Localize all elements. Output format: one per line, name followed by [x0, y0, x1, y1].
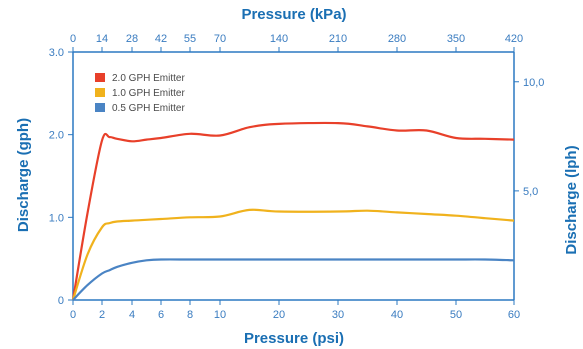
y-tick-label: 2.0	[49, 130, 64, 142]
y-tick-label: 3.0	[49, 47, 64, 59]
x-tick-label: 50	[450, 309, 462, 321]
x-top-tick-label: 140	[270, 33, 288, 45]
plot-frame	[72, 51, 515, 301]
x-top-tick-label: 55	[184, 33, 196, 45]
x-tick-label: 4	[129, 309, 135, 321]
x-tick-label: 10	[214, 309, 226, 321]
x-top-tick-label: 420	[505, 33, 523, 45]
x-tick-label: 30	[332, 309, 344, 321]
x-tick-label: 2	[99, 309, 105, 321]
y-right-tick-label: 5,0	[523, 186, 538, 198]
y-right-tick-label: 10,0	[523, 77, 544, 89]
legend-label: 0.5 GPH Emitter	[112, 103, 185, 114]
x-tick-label: 20	[273, 309, 285, 321]
y-tick-label: 0	[58, 295, 64, 307]
x-tick-label: 0	[70, 309, 76, 321]
legend: 2.0 GPH Emitter 1.0 GPH Emitter 0.5 GPH Em…	[95, 73, 185, 114]
x-axis-title-top: Pressure (kPa)	[241, 6, 346, 23]
y-tick-label: 1.0	[49, 212, 64, 224]
series-line-2-0-gph-emitter	[71, 121, 515, 301]
x-tick-label: 40	[391, 309, 403, 321]
legend-label: 2.0 GPH Emitter	[112, 73, 185, 84]
x-top-tick-label: 280	[388, 33, 406, 45]
x-axis-top: 0 14 28 42 55 70 140 210 280 350 420	[70, 33, 523, 52]
x-axis-bottom: 0 2 4 6 8 10 20 30 40 50 60	[70, 300, 520, 321]
legend-swatch	[95, 88, 105, 97]
x-top-tick-label: 14	[96, 33, 108, 45]
x-tick-label: 60	[508, 309, 520, 321]
x-axis-title-bottom: Pressure (psi)	[244, 330, 344, 347]
x-top-tick-label: 70	[214, 33, 226, 45]
series-line-1-0-gph-emitter	[71, 208, 515, 301]
x-top-tick-label: 28	[126, 33, 138, 45]
y-axis-title-left: Discharge (gph)	[15, 118, 32, 232]
x-tick-label: 8	[187, 309, 193, 321]
y-axis-right: 5,0 10,0	[514, 77, 544, 198]
series-line-0-5-gph-emitter	[72, 258, 515, 301]
y-axis-title-right: Discharge (lph)	[563, 145, 580, 254]
y-axis-left: 0 1.0 2.0 3.0	[49, 47, 73, 307]
series-lines	[71, 121, 515, 301]
x-top-tick-label: 0	[70, 33, 76, 45]
legend-label: 1.0 GPH Emitter	[112, 88, 185, 99]
x-tick-label: 6	[158, 309, 164, 321]
x-top-tick-label: 350	[447, 33, 465, 45]
x-top-tick-label: 42	[155, 33, 167, 45]
legend-swatch	[95, 73, 105, 82]
x-top-tick-label: 210	[329, 33, 347, 45]
legend-swatch	[95, 103, 105, 112]
